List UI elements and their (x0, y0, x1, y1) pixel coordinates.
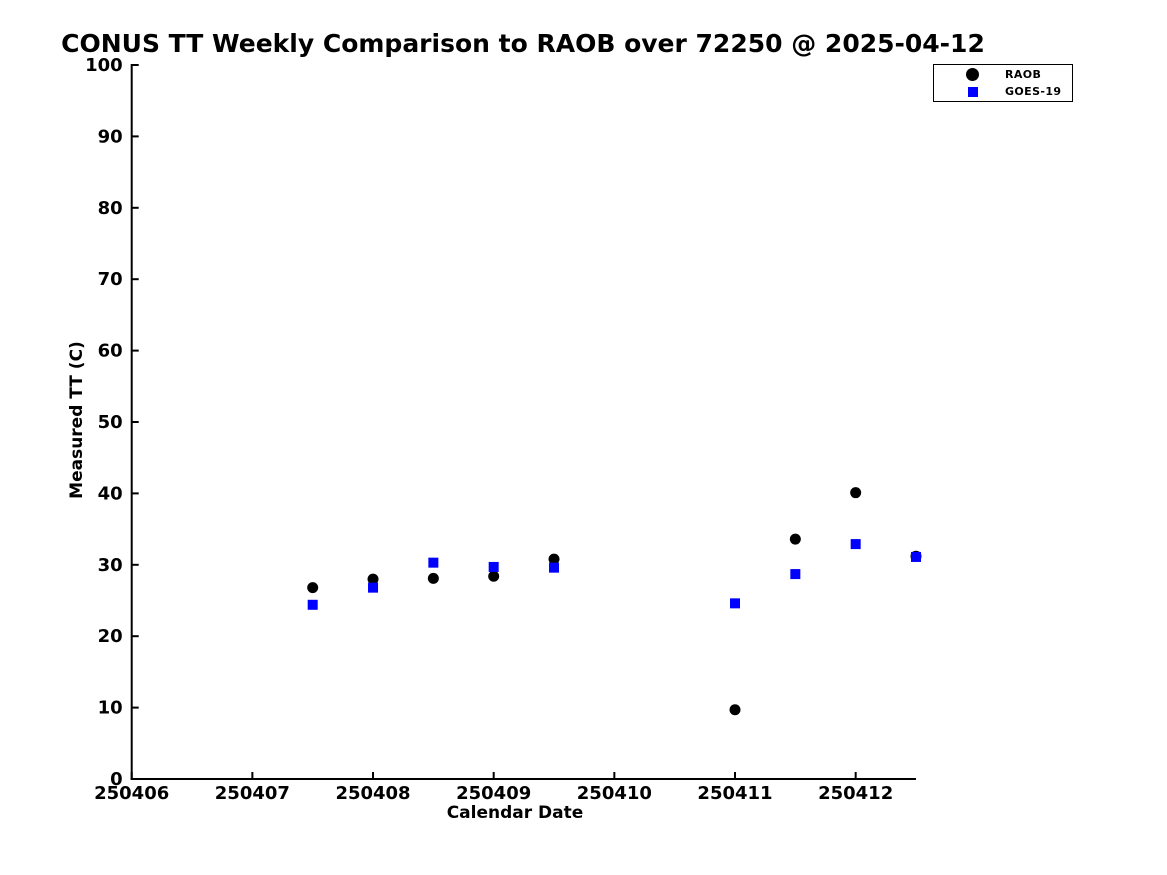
x-tick-label: 250409 (456, 783, 531, 804)
y-tick-label: 100 (85, 55, 123, 76)
goes-19-point (911, 551, 921, 562)
legend: RAOB GOES-19 (933, 64, 1073, 102)
y-tick-label: 30 (98, 555, 123, 576)
raob-point (427, 572, 439, 584)
legend-label-goes-19: GOES-19 (1005, 85, 1062, 98)
x-tick-label: 250410 (577, 783, 652, 804)
legend-item-raob: RAOB (934, 67, 1072, 82)
goes-19-point (850, 539, 861, 550)
y-tick-label: 70 (98, 269, 123, 290)
y-tick-label: 90 (98, 126, 123, 147)
x-tick-label: 250406 (94, 783, 169, 804)
goes-19-point (368, 582, 379, 593)
legend-label-raob: RAOB (1005, 68, 1042, 81)
goes-19-marker-icon (966, 85, 979, 98)
raob-point (548, 553, 560, 565)
raob-point (850, 487, 862, 499)
raob-point (367, 573, 379, 585)
y-tick-label: 80 (98, 198, 123, 219)
goes-19-point (488, 561, 499, 572)
x-tick-label: 250407 (215, 783, 290, 804)
y-tick-label: 0 (110, 769, 123, 790)
raob-marker-icon (966, 68, 979, 81)
raob-point (729, 704, 741, 716)
y-tick-label: 10 (98, 698, 123, 719)
x-tick-label: 250411 (697, 783, 772, 804)
x-tick-label: 250408 (335, 783, 410, 804)
y-tick-label: 40 (98, 483, 123, 504)
y-tick-label: 50 (98, 412, 123, 433)
goes-19-point (790, 569, 801, 580)
goes-19-point (549, 562, 560, 573)
goes-19-point (307, 599, 318, 610)
x-axis-label: Calendar Date (446, 803, 584, 823)
goes-19-point (428, 557, 439, 568)
y-axis-label: Measured TT (C) (67, 341, 87, 499)
y-tick-label: 60 (98, 341, 123, 362)
y-tick-label: 20 (98, 626, 123, 647)
raob-point (307, 582, 319, 594)
raob-point (488, 570, 500, 582)
goes-19-point (730, 598, 741, 609)
raob-point (789, 533, 801, 545)
x-tick-label: 250412 (818, 783, 893, 804)
chart-title: CONUS TT Weekly Comparison to RAOB over … (61, 29, 985, 58)
legend-item-goes-19: GOES-19 (934, 84, 1072, 99)
